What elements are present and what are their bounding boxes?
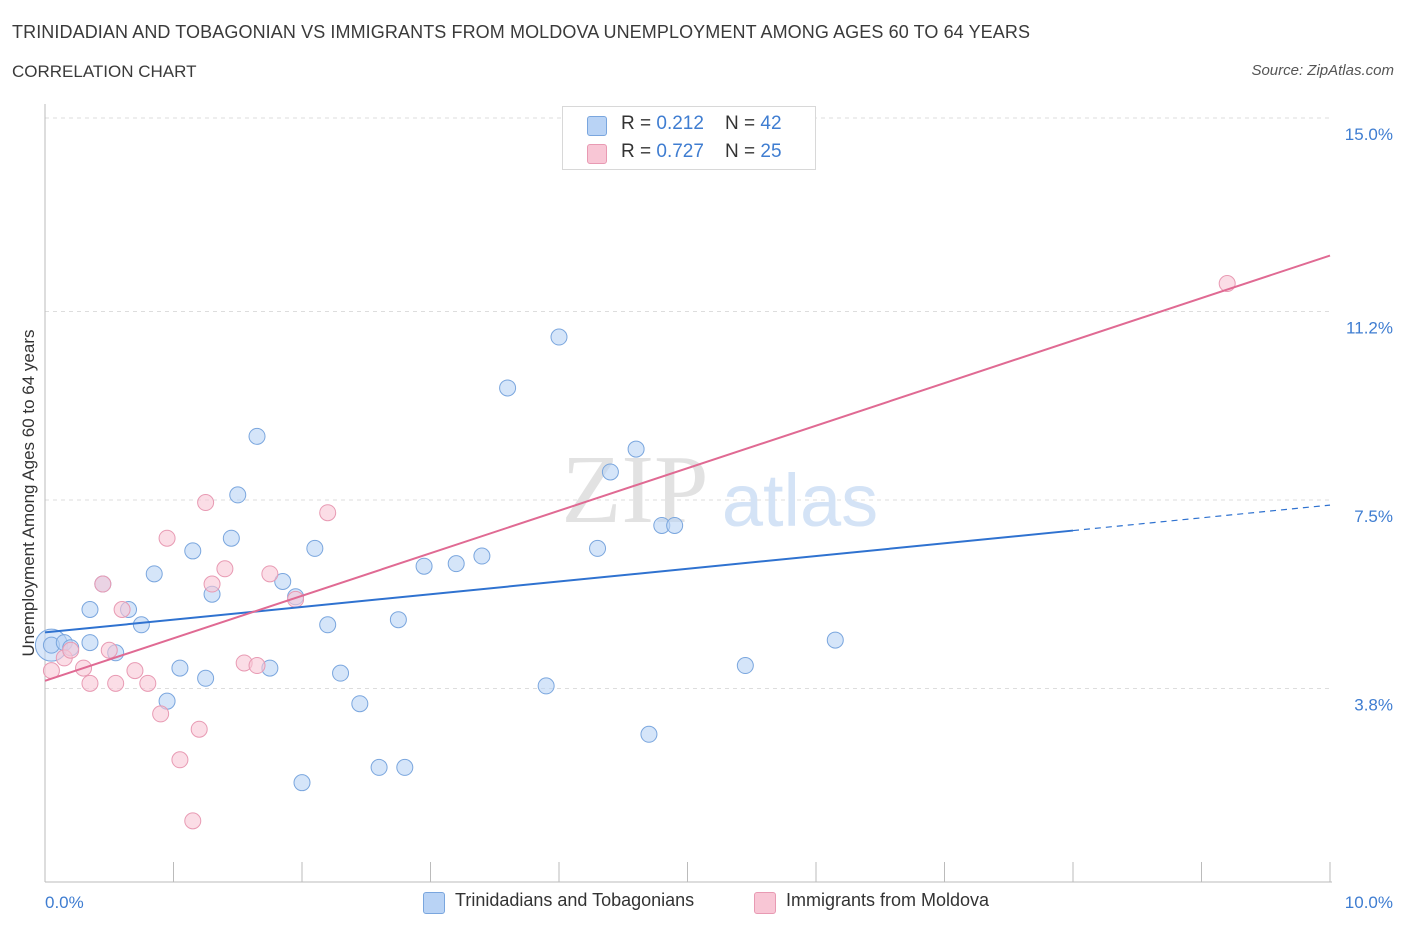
data-point: [306, 539, 324, 557]
data-point: [216, 560, 234, 578]
bottom-legend-label-series1: Trinidadians and Tobagonians: [455, 890, 695, 910]
data-point: [736, 657, 754, 675]
data-point: [145, 565, 163, 583]
data-point: [203, 575, 221, 593]
legend-r-value: 0.212: [656, 113, 704, 134]
data-point: [550, 328, 568, 346]
data-point: [589, 539, 607, 557]
data-point: [81, 601, 99, 619]
data-point: [113, 601, 131, 619]
legend-r-value: 0.727: [656, 141, 704, 162]
axes: [44, 104, 1332, 883]
legend-r-label: R =: [621, 113, 657, 134]
data-point: [370, 758, 388, 776]
data-point: [601, 463, 619, 481]
trend-line-series1: [44, 529, 1074, 634]
tick-labels: 3.8% 7.5% 11.2% 15.0% 0.0% 10.0%: [45, 125, 1393, 912]
data-point: [499, 379, 517, 397]
bottom-legend-swatch-blue: [423, 892, 445, 914]
data-point: [473, 547, 491, 565]
data-point: [139, 674, 157, 692]
data-point: [94, 575, 112, 593]
data-points: [34, 275, 1236, 830]
y-tick-label: 15.0%: [1345, 125, 1393, 144]
legend-swatch-blue: [587, 116, 607, 136]
trend-line-series1-extension: [1072, 504, 1331, 532]
data-point: [197, 669, 215, 687]
y-tick-label: 11.2%: [1346, 319, 1393, 338]
legend-swatch-pink: [587, 144, 607, 164]
data-point: [640, 725, 658, 743]
data-point: [184, 542, 202, 560]
data-point: [319, 616, 337, 634]
data-point: [100, 641, 118, 659]
chart-subtitle: CORRELATION CHART: [12, 62, 197, 81]
data-point: [293, 774, 311, 792]
legend-n-label: N =: [725, 141, 761, 162]
data-point: [447, 555, 465, 573]
watermark-atlas: atlas: [722, 459, 878, 542]
source-label: Source: ZipAtlas.com: [1251, 62, 1394, 79]
data-point: [81, 674, 99, 692]
trend-lines: [44, 254, 1331, 682]
data-point: [190, 720, 208, 738]
data-point: [332, 664, 350, 682]
data-point: [537, 677, 555, 695]
watermark: ZIP atlas: [562, 436, 879, 544]
data-point: [248, 657, 266, 675]
y-tick-label: 7.5%: [1354, 507, 1393, 526]
data-point: [62, 641, 80, 659]
data-point: [415, 557, 433, 575]
data-point: [197, 494, 215, 512]
bottom-legend-label-series2: Immigrants from Moldova: [786, 890, 990, 910]
data-point: [81, 634, 99, 652]
bottom-legend-swatch-pink: [754, 892, 776, 914]
grid-lines: [45, 117, 1330, 689]
trend-line-series2: [44, 254, 1331, 682]
data-point: [107, 674, 125, 692]
x-tick-label: 10.0%: [1345, 893, 1393, 912]
data-point: [126, 662, 144, 680]
legend-r-label: R =: [621, 141, 657, 162]
y-tick-label: 3.8%: [1354, 695, 1393, 714]
data-point: [229, 486, 247, 504]
legend-n-value: 25: [760, 141, 782, 162]
data-point: [666, 516, 684, 534]
data-point: [351, 695, 369, 713]
correlation-legend: R = 0.212 N = 42 R = 0.727 N = 25: [562, 106, 816, 170]
data-point: [389, 611, 407, 629]
x-tick-label: 0.0%: [45, 893, 84, 912]
data-point: [132, 616, 150, 634]
data-point: [152, 705, 170, 723]
legend-n-label: N =: [725, 113, 761, 134]
data-point: [158, 529, 176, 547]
chart-title: TRINIDADIAN AND TOBAGONIAN VS IMMIGRANTS…: [12, 22, 1031, 42]
data-point: [222, 529, 240, 547]
data-point: [261, 565, 279, 583]
data-point: [396, 758, 414, 776]
data-point: [171, 751, 189, 769]
legend-n-value: 42: [760, 113, 782, 134]
data-point: [248, 427, 266, 445]
data-point: [319, 504, 337, 522]
data-point: [171, 659, 189, 677]
data-point: [826, 631, 844, 649]
y-axis-label: Unemployment Among Ages 60 to 64 years: [19, 330, 38, 657]
data-point: [274, 572, 292, 590]
data-point: [627, 440, 645, 458]
data-point: [184, 812, 202, 830]
